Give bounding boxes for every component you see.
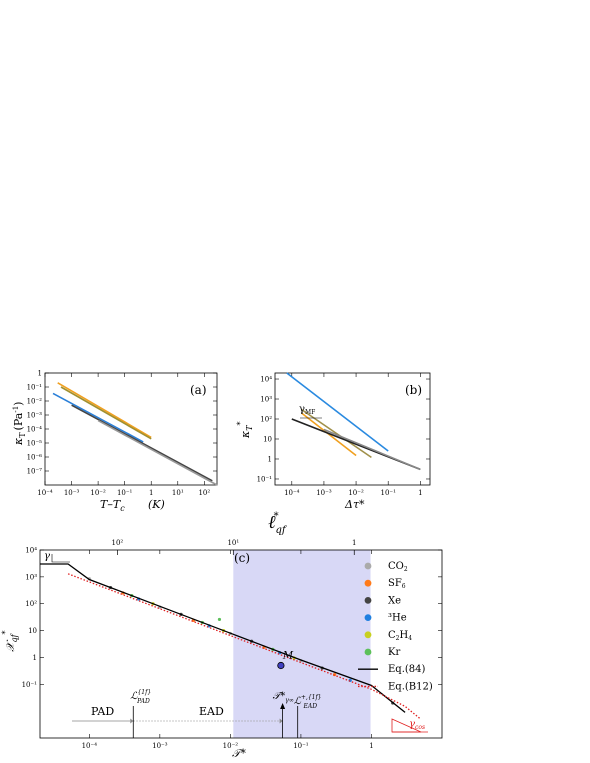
point-m-label: M — [282, 651, 294, 662]
legend-label: Kr — [388, 647, 400, 658]
panel-b-ytick-label: 10² — [260, 416, 272, 424]
panel-b-xtick-label: 1 — [418, 489, 422, 497]
panel-b-series-4 — [323, 428, 421, 471]
pad-arrow-head — [130, 718, 134, 724]
legend-marker — [364, 614, 372, 621]
panel-c-top-xtick-label: 10² — [112, 539, 124, 547]
panel-a-ylabel: κT(Pa-1) — [12, 402, 27, 446]
legend-label: C2H4 — [388, 630, 412, 642]
panel-a-ytick-label: 10⁻¹ — [27, 384, 43, 392]
panel-a-xtick-label: 10¹ — [172, 489, 184, 497]
eqB12-line — [67, 573, 422, 720]
panel-a-ytick-label: 10⁻² — [27, 398, 43, 406]
legend-marker — [364, 562, 372, 570]
panel-a-ytick-label: 10⁻⁷ — [27, 468, 43, 476]
panel-b-series-0 — [286, 372, 389, 452]
panel-a-xtick-label: 10⁻³ — [64, 489, 80, 497]
ead-arrow-head — [279, 718, 283, 724]
panel-c-top-xtick-label: 1 — [352, 539, 356, 547]
panel-c-label: (c) — [234, 551, 250, 565]
panel-c-ylabel: 𝒳qf* — [1, 630, 19, 652]
legend-label: Xe — [388, 595, 401, 606]
panel-b-ytick-label: 10³ — [260, 396, 272, 404]
panel-b-xtick-label: 10⁻⁴ — [284, 489, 300, 497]
panel-a-ytick-label: 10⁻⁴ — [27, 426, 43, 434]
legend-label: CO2 — [388, 561, 408, 573]
panel-a-series-4 — [97, 419, 218, 486]
panel-b-xlabel: Δτ* — [344, 498, 365, 511]
panel-c-ytick-label: 10³ — [25, 573, 37, 581]
panel-c-top-xtick-label: 10¹ — [227, 539, 239, 547]
t-gamma-arrow-head — [280, 703, 286, 709]
gamma-label: γ — [44, 551, 50, 562]
panel-b-ytick-label: 10⁴ — [260, 376, 272, 384]
panel-a-series-2 — [52, 392, 144, 443]
panel-c-xtick-label: 1 — [369, 742, 373, 750]
panel-b-xtick-label: 10⁻³ — [316, 489, 332, 497]
panel-b-xtick-label: 10⁻² — [348, 489, 364, 497]
panel-a-series-0 — [57, 382, 152, 439]
panel-a-series-1 — [60, 386, 152, 440]
l-pad-label: ℒ{1f} PAD — [130, 689, 151, 705]
gamma-triangle — [51, 554, 70, 563]
legend-label: Eq.(84) — [388, 664, 426, 675]
panel-c-xtick-label: 10⁻⁴ — [82, 742, 98, 750]
gamma-mf-label: γMF — [299, 404, 315, 416]
panel-c-ytick-label: 10⁻¹ — [22, 681, 38, 689]
panel-a-series-3 — [71, 404, 213, 482]
panel-a: 10⁻⁴ 10⁻³ 10⁻² 10⁻¹ 1 10¹ 10² 1 10⁻¹ 10⁻² 10⁻³ 10⁻⁴… — [12, 370, 218, 513]
panel-c-ytick-label: 10⁴ — [25, 547, 37, 555]
panel-a-label: (a) — [190, 383, 207, 397]
data-point-Kr — [217, 617, 222, 622]
legend-marker — [364, 597, 372, 604]
annotations: γ γcos PAD EAD M ℒ{1f} PAD 𝒯*γ∞ ℒ+,{1f} EA… — [44, 551, 425, 731]
panel-a-ytick-label: 1 — [38, 370, 42, 378]
panel-c-frame — [39, 549, 443, 739]
panel-b-ytick-label: 10 — [263, 435, 272, 443]
legend-label: ³He — [388, 613, 407, 624]
panel-b-ytick-label: 1 — [268, 455, 272, 463]
panel-b-label: (b) — [405, 383, 422, 397]
panel-b-series-1 — [301, 408, 372, 459]
shaded-region — [233, 550, 371, 738]
panel-a-xunit: (K) — [148, 498, 165, 511]
panel-b-ylabel: κT* — [236, 421, 254, 439]
panel-a-xtick-label: 10² — [198, 489, 210, 497]
panel-c-xlabel: 𝒯* — [232, 747, 246, 760]
legend-marker — [364, 648, 372, 656]
panel-a-xtick-label: 1 — [149, 489, 153, 497]
panel-a-ytick-label: 10⁻⁵ — [27, 440, 43, 448]
point-m — [277, 661, 285, 670]
l-ead-label: ℒ+,{1f} EAD — [294, 694, 322, 710]
legend-label: SF6 — [388, 578, 406, 590]
panel-a-xtick-label: 10⁻² — [90, 489, 106, 497]
legend-marker — [364, 631, 372, 639]
legend: CO2 SF6 Xe ³He C2H4 Kr Eq.(84) Eq.(B12) — [358, 561, 433, 692]
panel-b-ytick-label: 10⁻¹ — [257, 475, 273, 483]
panel-a-xlabel: T–Tc — [100, 498, 125, 513]
panel-b: 10⁻⁴ 10⁻³ 10⁻² 10⁻¹ 1 10⁴ 10³ 10² 10 1 10⁻¹ (b) Δτ… — [236, 372, 431, 511]
panel-c-ytick-label: 1 — [33, 654, 37, 662]
ead-label: EAD — [199, 705, 224, 718]
pad-label: PAD — [91, 705, 114, 718]
panel-a-ytick-label: 10⁻⁶ — [27, 454, 43, 462]
panel-a-xtick-label: 10⁻¹ — [117, 489, 133, 497]
panel-b-frame — [274, 372, 431, 486]
panel-c-xtick-label: 10⁻³ — [152, 742, 168, 750]
t-gamma-label: 𝒯*γ∞ — [273, 691, 294, 704]
panel-c-ytick-label: 10 — [28, 627, 37, 635]
panel-c-ytick-label: 10² — [25, 600, 37, 608]
legend-label: Eq.(B12) — [388, 681, 433, 692]
eq84-line — [40, 563, 406, 713]
panel-c-xtick-label: 10⁻² — [223, 742, 239, 750]
panel-c: 10⁻⁴ 10⁻³ 10⁻² 10⁻¹ 1 10⁴ 10³ 10² 10 1 10⁻¹ 10² 10¹ 1… — [1, 511, 443, 760]
panel-b-xtick-label: 10⁻¹ — [380, 489, 396, 497]
gamma-cos-label: γcos — [409, 719, 425, 731]
panel-a-xtick-label: 10⁻⁴ — [37, 489, 53, 497]
legend-marker — [364, 579, 372, 587]
panel-c-top-xlabel: ℓqf* — [268, 511, 288, 536]
panel-c-xtick-label: 10⁻¹ — [293, 742, 309, 750]
panel-a-ytick-label: 10⁻³ — [27, 412, 43, 420]
